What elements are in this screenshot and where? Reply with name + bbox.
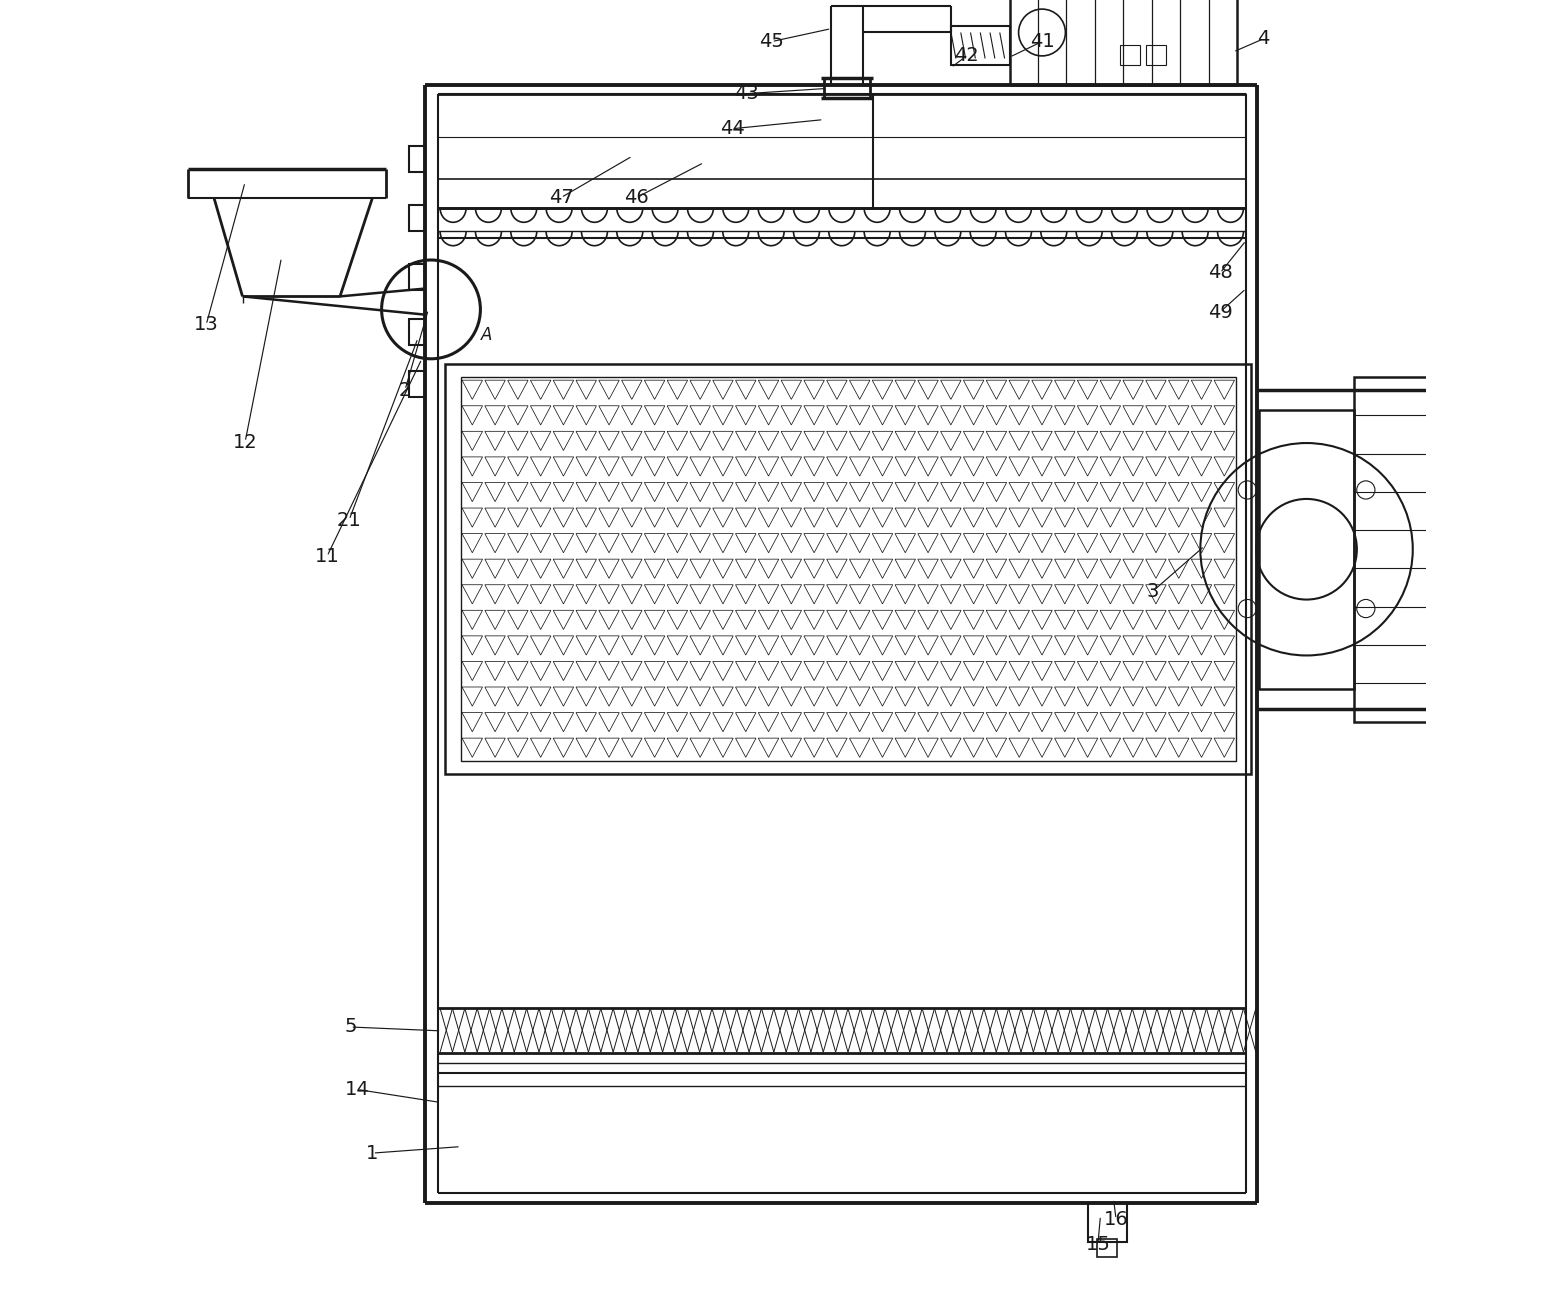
Bar: [1097, 1239, 1117, 1257]
Bar: [1087, 1202, 1126, 1242]
Text: 16: 16: [1104, 1210, 1129, 1228]
Bar: [1484, 656, 1511, 708]
Bar: [461, 377, 1236, 760]
Bar: [1354, 377, 1491, 722]
Text: 4: 4: [1256, 30, 1269, 48]
Text: 12: 12: [233, 433, 257, 451]
Text: 15: 15: [1086, 1235, 1111, 1253]
Text: 47: 47: [549, 188, 574, 207]
Bar: [409, 318, 425, 344]
Bar: [1120, 46, 1140, 65]
Text: 14: 14: [344, 1080, 369, 1098]
Text: 46: 46: [624, 188, 648, 207]
Bar: [409, 370, 425, 396]
Text: 5: 5: [344, 1018, 357, 1036]
Text: A: A: [481, 326, 493, 344]
Text: 1: 1: [366, 1144, 378, 1162]
Bar: [409, 264, 425, 290]
Text: 2: 2: [399, 381, 411, 399]
Bar: [1259, 410, 1354, 689]
Text: 44: 44: [720, 120, 744, 138]
Text: 3: 3: [1146, 582, 1159, 601]
Text: 21: 21: [337, 511, 361, 529]
Text: 11: 11: [315, 547, 340, 566]
Text: 45: 45: [758, 32, 785, 51]
Bar: [951, 26, 1010, 65]
Text: 42: 42: [954, 47, 979, 65]
Bar: [1146, 46, 1165, 65]
Bar: [409, 146, 425, 172]
Text: 48: 48: [1208, 264, 1233, 282]
Bar: [409, 205, 425, 231]
Text: 13: 13: [194, 316, 219, 334]
Text: 41: 41: [1030, 32, 1055, 51]
Text: 49: 49: [1208, 303, 1233, 321]
Bar: [445, 364, 1252, 774]
Bar: [1010, 0, 1238, 84]
Text: 43: 43: [735, 84, 760, 103]
